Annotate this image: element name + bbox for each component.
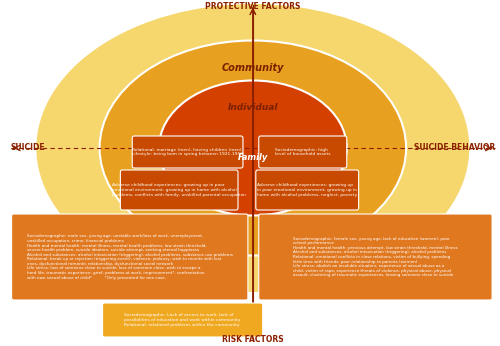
FancyBboxPatch shape — [120, 170, 238, 210]
Ellipse shape — [36, 3, 470, 293]
Text: Community: Community — [222, 63, 284, 73]
Ellipse shape — [100, 40, 406, 255]
FancyBboxPatch shape — [132, 136, 243, 168]
Text: PROTECTIVE FACTORS: PROTECTIVE FACTORS — [205, 2, 300, 11]
Text: Adverse childhood experiences: growing up
in poor emotional environment, growing: Adverse childhood experiences: growing u… — [257, 183, 358, 197]
Text: SUICIDE: SUICIDE — [10, 144, 45, 153]
Text: Sociodemographic: male sex, young age, unstable work/loss of work, unemployment,: Sociodemographic: male sex, young age, u… — [27, 234, 233, 280]
FancyBboxPatch shape — [259, 136, 347, 168]
FancyBboxPatch shape — [12, 214, 248, 300]
Text: Family: Family — [238, 153, 268, 162]
FancyBboxPatch shape — [256, 170, 358, 210]
Text: Individual: Individual — [228, 103, 278, 112]
FancyBboxPatch shape — [102, 303, 262, 337]
Ellipse shape — [159, 81, 347, 216]
Text: Relational: marriage (men), having children (men)
Lifestyle: being born in sprin: Relational: marriage (men), having child… — [132, 148, 243, 156]
Text: SUICIDE BEHAVIOR: SUICIDE BEHAVIOR — [414, 144, 495, 153]
Text: Adverse childhood experiences: growing up in poor
emotional environment, growing: Adverse childhood experiences: growing u… — [112, 183, 246, 197]
Text: Sociodemographic: high
level of household assets: Sociodemographic: high level of househol… — [275, 148, 330, 156]
Text: RISK FACTORS: RISK FACTORS — [222, 335, 284, 344]
FancyBboxPatch shape — [259, 214, 492, 300]
Text: Sociodemographic: Lack of access to work, lack of
possibilities of education and: Sociodemographic: Lack of access to work… — [124, 313, 241, 327]
Text: Sociodemographic: female sex, young age, lack of education (women), poor
school : Sociodemographic: female sex, young age,… — [293, 237, 458, 277]
